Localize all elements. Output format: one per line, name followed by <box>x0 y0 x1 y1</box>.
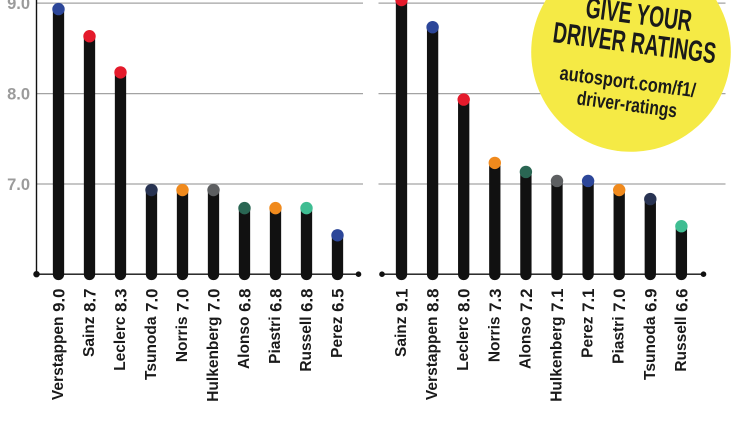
svg-text:Piastri 7.0: Piastri 7.0 <box>610 289 629 364</box>
svg-text:Verstappen 8.8: Verstappen 8.8 <box>423 289 442 401</box>
svg-text:Verstappen 9.0: Verstappen 9.0 <box>49 289 68 401</box>
svg-text:Perez 7.1: Perez 7.1 <box>579 289 598 358</box>
svg-text:Piastri 6.8: Piastri 6.8 <box>266 289 285 364</box>
svg-text:9.0: 9.0 <box>7 0 30 13</box>
svg-text:7.0: 7.0 <box>7 176 30 194</box>
svg-text:Leclerc 8.3: Leclerc 8.3 <box>111 289 130 371</box>
svg-text:Hulkenberg 7.1: Hulkenberg 7.1 <box>548 289 567 402</box>
svg-text:Sainz 8.7: Sainz 8.7 <box>80 289 99 357</box>
svg-text:Alonso 6.8: Alonso 6.8 <box>235 289 254 370</box>
svg-text:Hulkenberg 7.0: Hulkenberg 7.0 <box>204 289 223 402</box>
svg-text:Alonso 7.2: Alonso 7.2 <box>516 289 535 370</box>
svg-text:Russell 6.6: Russell 6.6 <box>672 289 691 372</box>
svg-text:Norris 7.3: Norris 7.3 <box>485 289 504 363</box>
svg-text:Norris 7.0: Norris 7.0 <box>173 289 192 363</box>
svg-text:Tsunoda 7.0: Tsunoda 7.0 <box>142 289 161 380</box>
svg-text:Russell 6.8: Russell 6.8 <box>297 289 316 372</box>
svg-text:8.0: 8.0 <box>7 86 30 104</box>
svg-text:Sainz 9.1: Sainz 9.1 <box>392 289 411 357</box>
svg-text:Leclerc 8.0: Leclerc 8.0 <box>454 289 473 371</box>
svg-text:Tsunoda 6.9: Tsunoda 6.9 <box>641 289 660 380</box>
svg-text:Perez 6.5: Perez 6.5 <box>328 289 347 358</box>
